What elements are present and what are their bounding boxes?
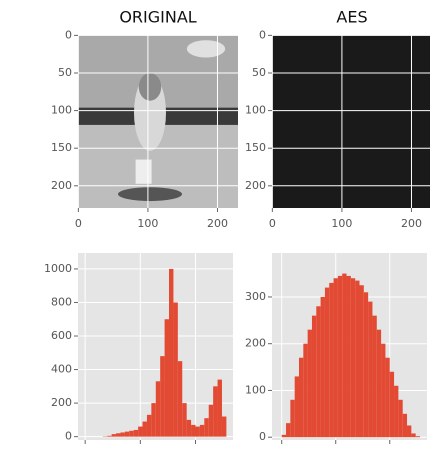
histogram-bar [133, 429, 139, 437]
histogram-bar [177, 361, 183, 437]
histogram-bar [286, 423, 291, 438]
histogram-bar [303, 343, 308, 438]
histogram-bar [359, 285, 364, 438]
histogram-bar [195, 426, 200, 437]
y-tick-label: 50 [252, 66, 266, 79]
histogram-bar [337, 275, 343, 438]
y-tick-label: 100 [245, 383, 266, 396]
histogram-bar [398, 399, 403, 438]
y-tick-label: 200 [51, 179, 72, 192]
histogram-bar [376, 329, 382, 438]
histogram-bar [217, 379, 222, 437]
histogram-bar [307, 329, 312, 438]
y-tick-label: 800 [51, 295, 72, 308]
y-tick-label: 100 [51, 104, 72, 117]
histogram-bar [129, 430, 134, 437]
x-tick-label: 0 [75, 217, 82, 230]
y-tick-label: 150 [245, 141, 266, 154]
histogram-bar [182, 403, 187, 437]
image [272, 35, 430, 208]
histogram-bar [221, 416, 227, 437]
histogram-bar [199, 424, 205, 437]
histogram-bar [415, 436, 420, 438]
histogram-bar [294, 376, 300, 438]
y-tick-label: 200 [245, 179, 266, 192]
histogram-bar [151, 403, 156, 437]
histogram-bar [342, 273, 347, 438]
histogram-bar [316, 306, 321, 438]
panel-title: AES [336, 8, 367, 27]
y-tick-label: 600 [51, 329, 72, 342]
y-tick-label: 0 [65, 430, 72, 443]
histogram-bar [120, 432, 125, 437]
histogram-bar [299, 357, 304, 438]
histogram-bar [329, 282, 334, 438]
histogram-bar [124, 431, 130, 437]
histogram-bar [186, 419, 192, 437]
y-tick-label: 150 [51, 141, 72, 154]
y-tick-label: 300 [245, 290, 266, 303]
histogram-bar [204, 418, 209, 437]
y-tick-label: 100 [245, 104, 266, 117]
y-tick-label: 200 [245, 337, 266, 350]
y-tick-label: 0 [259, 28, 266, 41]
y-tick-label: 400 [51, 363, 72, 376]
histogram-bar [346, 275, 351, 438]
histogram-bar [160, 356, 165, 437]
histogram-bar [155, 381, 161, 437]
histogram-bar [208, 404, 214, 437]
histogram-bar [407, 425, 412, 438]
y-tick-label: 0 [65, 28, 72, 41]
x-tick-label: 200 [401, 217, 422, 230]
panel-title: ORIGINAL [119, 8, 196, 27]
histogram-bar [324, 287, 330, 438]
image [78, 35, 238, 208]
histogram-bar [138, 426, 143, 437]
histogram-bar [281, 434, 287, 438]
histogram-bar [111, 434, 117, 437]
histogram-bar [381, 343, 386, 438]
y-tick-label: 50 [58, 66, 72, 79]
histogram-bar [142, 421, 147, 437]
histogram-bar [385, 357, 390, 438]
histogram-bar [372, 315, 377, 438]
histogram-bar [350, 278, 356, 438]
histogram-bar [173, 302, 178, 437]
histogram-bar [402, 413, 408, 438]
histogram-bar [107, 435, 112, 437]
histogram-bar [311, 315, 317, 438]
histogram-bar [411, 433, 416, 438]
x-tick-label: 200 [207, 217, 228, 230]
histogram-bar [213, 386, 218, 437]
y-tick-label: 0 [259, 430, 266, 443]
y-tick-label: 1000 [44, 262, 72, 275]
histogram-bar [389, 371, 395, 438]
y-tick-label: 200 [51, 396, 72, 409]
x-tick-label: 100 [137, 217, 158, 230]
histogram-bar [320, 296, 325, 438]
histogram-bar [363, 292, 369, 438]
histogram-bar [290, 399, 295, 438]
histogram-bar [333, 278, 338, 438]
histogram-bar [116, 433, 121, 437]
x-tick-label: 0 [269, 217, 276, 230]
histogram-bar [169, 268, 174, 437]
histogram-bar [164, 319, 170, 437]
histogram-bar [191, 424, 196, 437]
x-tick-label: 100 [331, 217, 352, 230]
histogram-bar [368, 301, 373, 438]
histogram-bar [394, 385, 399, 438]
histogram-bar [146, 414, 152, 437]
histogram-bar [355, 280, 360, 438]
